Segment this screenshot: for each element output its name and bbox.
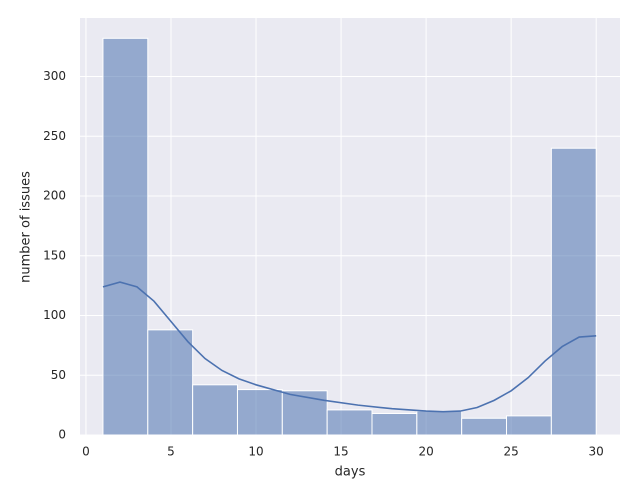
y-tick-label: 300	[43, 69, 66, 83]
x-tick-label: 20	[418, 445, 433, 459]
bar	[326, 409, 373, 436]
bar	[416, 410, 463, 436]
y-tick-label: 0	[58, 428, 66, 442]
y-tick-label: 100	[43, 308, 66, 322]
bar	[371, 412, 418, 436]
bar	[281, 390, 328, 436]
y-tick-label: 50	[51, 368, 66, 382]
x-tick-label: 30	[589, 445, 604, 459]
bar	[461, 417, 508, 436]
bar	[236, 389, 283, 436]
x-tick-label: 5	[167, 445, 175, 459]
bar	[550, 147, 597, 436]
bar	[506, 415, 552, 436]
x-axis-label: days	[335, 465, 366, 480]
bar	[147, 329, 194, 436]
kde-line	[102, 281, 597, 413]
x-tick-label: 15	[333, 445, 348, 459]
y-axis-label: number of issues	[19, 171, 34, 283]
y-tick-label: 250	[43, 129, 66, 143]
x-tick-label: 25	[504, 445, 519, 459]
bar	[192, 384, 238, 436]
y-tick-label: 150	[43, 248, 66, 262]
x-tick-label: 10	[248, 445, 263, 459]
x-tick-label: 0	[82, 445, 90, 459]
y-tick-label: 200	[43, 189, 66, 203]
bar	[102, 37, 149, 436]
